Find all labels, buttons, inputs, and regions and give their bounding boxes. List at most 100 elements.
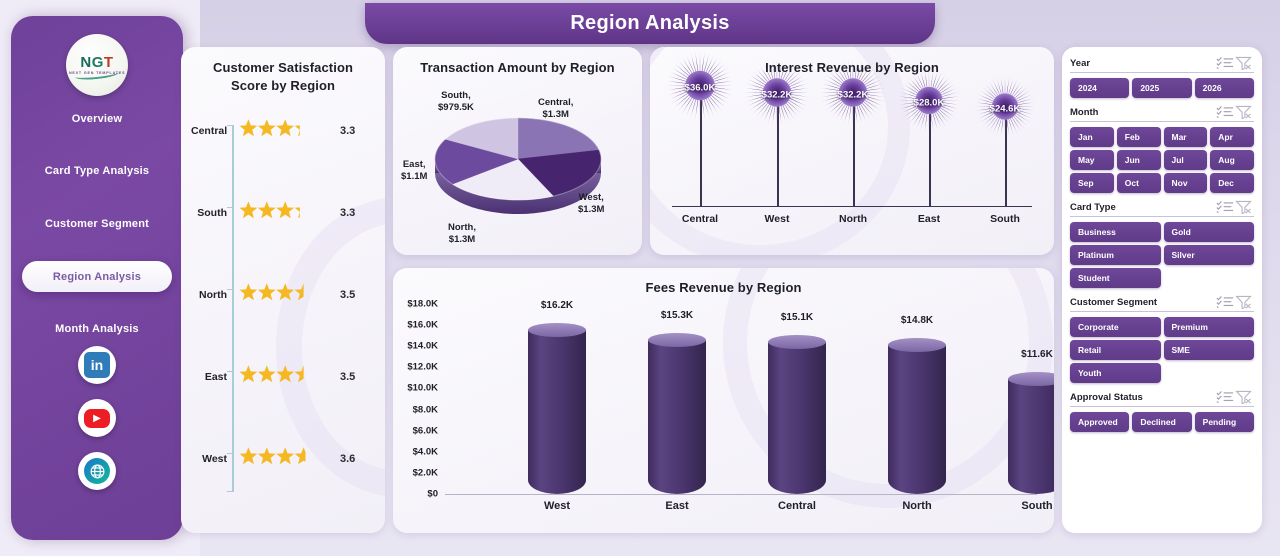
filter-option-dec[interactable]: Dec [1210,173,1254,193]
fees-revenue-card: Fees Revenue by Region $18.0K $16.0K $14.0… [393,268,1054,533]
multi-select-icon[interactable] [1216,56,1235,70]
interest-category-label: North [839,213,867,225]
sidebar-item-overview[interactable]: Overview [22,104,172,134]
youtube-icon[interactable]: ▶ [78,399,116,437]
clear-filter-icon[interactable] [1235,390,1254,405]
sidebar-item-label: Month Analysis [55,323,139,335]
filter-option-gold[interactable]: Gold [1163,222,1254,242]
satisfaction-star-rating [239,280,331,310]
filter-option-2026[interactable]: 2026 [1194,78,1254,98]
filter-group-month: Month Jan Feb Mar Apr May Jun Jul Aug Sep Oct Nov De… [1070,105,1254,193]
fees-cylinder-top [1008,371,1054,386]
sidebar-item-card-type-analysis[interactable]: Card Type Analysis [22,156,172,186]
linkedin-icon[interactable]: in [78,346,116,384]
pie-slice-value: $1.3M [448,233,476,245]
sidebar-item-customer-segment[interactable]: Customer Segment [22,209,172,239]
interest-category-label: East [917,213,941,225]
filter-option-declined[interactable]: Declined [1132,412,1192,432]
interest-category-label: Central [681,213,719,225]
fees-value-label: $11.6K [1021,348,1053,360]
multi-select-icon[interactable] [1216,105,1235,119]
interest-starburst-marker [820,59,886,130]
filter-option-premium[interactable]: Premium [1163,317,1254,337]
filter-option-pending[interactable]: Pending [1194,412,1254,432]
satisfaction-title-line1: Customer Satisfaction [212,60,354,75]
filter-option-feb[interactable]: Feb [1116,127,1161,147]
fees-cylinder-body [888,344,946,494]
clear-filter-icon[interactable] [1235,295,1254,310]
filter-option-nov[interactable]: Nov [1163,173,1208,193]
sidebar-item-region-analysis[interactable]: Region Analysis [22,261,172,292]
fees-title: Fees Revenue by Region [645,280,802,295]
filter-group-header: Year [1070,56,1254,73]
fees-cylinder-top [528,323,586,337]
fees-baseline-axis [445,494,1037,495]
multi-select-icon[interactable] [1216,200,1235,214]
filter-options: Jan Feb Mar Apr May Jun Jul Aug Sep Oct Nov Dec [1070,127,1254,193]
interest-stem [1005,108,1007,206]
website-icon[interactable] [78,452,116,490]
filter-option-2024[interactable]: 2024 [1070,78,1130,98]
fees-cylinder-body [768,341,826,494]
filter-group-customer-segment: Customer Segment Corporate Premium Retail SM… [1070,295,1254,383]
filter-option-retail[interactable]: Retail [1070,340,1161,360]
filter-options: 2024 2025 2026 [1070,78,1254,98]
sidebar-item-month-analysis[interactable]: Month Analysis [22,314,172,344]
satisfaction-region-label: East [204,371,227,383]
filter-option-sep[interactable]: Sep [1070,173,1114,193]
fees-y-axis-tick: $14.0K [407,340,438,352]
logo-letter-n: N [80,54,92,71]
logo-letter-t: T [103,54,114,71]
satisfaction-star-rating [239,444,331,474]
interest-starburst-marker [974,76,1036,141]
pie-slice-region: Central, [538,97,574,108]
interest-baseline-axis [672,206,1032,207]
filter-option-sme[interactable]: SME [1163,340,1254,360]
filter-options: Corporate Premium Retail SME Youth [1070,317,1254,383]
filter-option-jul[interactable]: Jul [1163,150,1208,170]
fees-cylinder-body [648,339,706,494]
filter-group-title: Year [1070,57,1091,69]
clear-filter-icon[interactable] [1235,105,1254,120]
filter-option-student[interactable]: Student [1070,268,1161,288]
filter-group-title: Approval Status [1070,391,1143,403]
multi-select-icon[interactable] [1216,390,1235,404]
filter-group-title: Month [1070,106,1099,118]
filter-group-header: Card Type [1070,200,1254,217]
pie-slice-label: South, $979.5K [438,90,474,114]
filter-option-oct[interactable]: Oct [1116,173,1161,193]
filter-option-business[interactable]: Business [1070,222,1161,242]
filter-option-aug[interactable]: Aug [1210,150,1254,170]
filter-group-header: Customer Segment [1070,295,1254,312]
filter-option-jun[interactable]: Jun [1116,150,1161,170]
satisfaction-axis-tick [227,371,234,372]
filter-option-apr[interactable]: Apr [1210,127,1254,147]
filter-group-title: Customer Segment [1070,296,1158,308]
filter-option-may[interactable]: May [1070,150,1114,170]
fees-value-label: $15.1K [780,311,814,323]
clear-filter-icon[interactable] [1235,200,1254,215]
satisfaction-axis-tick [227,125,234,126]
transaction-title: Transaction Amount by Region [420,60,615,75]
satisfaction-region-label: South [197,207,227,219]
filter-option-silver[interactable]: Silver [1163,245,1254,265]
multi-select-icon[interactable] [1216,295,1235,309]
filter-option-platinum[interactable]: Platinum [1070,245,1161,265]
filter-option-mar[interactable]: Mar [1163,127,1208,147]
filter-option-youth[interactable]: Youth [1070,363,1161,383]
filter-option-approved[interactable]: Approved [1070,412,1130,432]
filter-option-jan[interactable]: Jan [1070,127,1114,147]
satisfaction-row: South 3.3 [191,196,381,230]
pie-slice-region: North, [448,222,476,233]
sidebar-item-label: Customer Segment [44,218,150,230]
clear-filter-icon[interactable] [1235,56,1254,71]
filter-option-2025[interactable]: 2025 [1132,78,1192,98]
interest-starburst-marker [897,68,961,137]
filter-option-corporate[interactable]: Corporate [1070,317,1161,337]
satisfaction-axis-tick [227,453,234,454]
filter-group-title: Card Type [1070,201,1116,213]
fees-cylinder-top [648,332,706,347]
